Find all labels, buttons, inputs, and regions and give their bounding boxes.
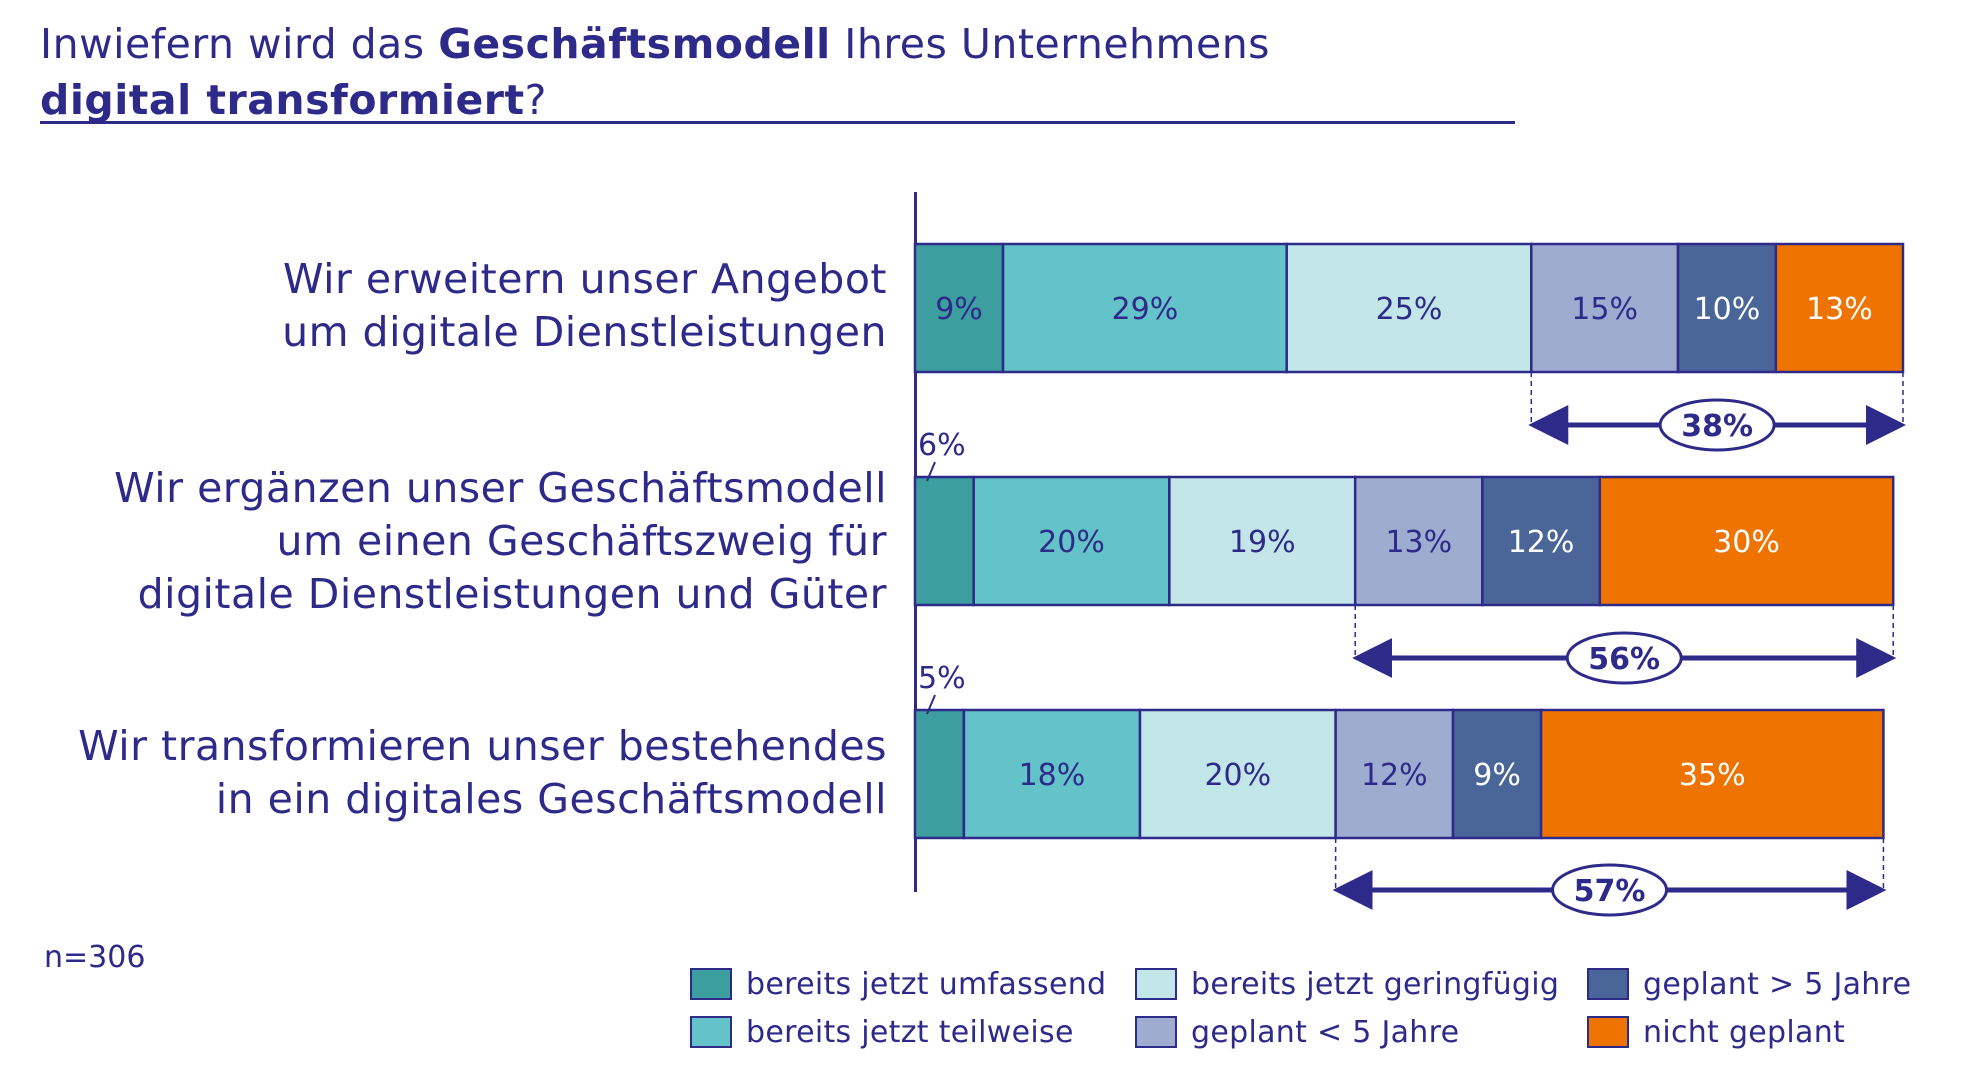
title-text-2-bold: Geschäftsmodell [438,20,831,68]
bar-segment [913,475,975,607]
bracket-total-label: 38% [1681,409,1753,444]
title-line-2: digital transformiert? [40,72,1270,128]
legend-label: geplant < 5 Jahre [1191,1014,1460,1050]
bar-segment [1530,242,1680,374]
bar-value-label: 18% [1019,758,1086,793]
legend-item: bereits jetzt teilweise [690,1014,1074,1050]
legend-swatch [690,1016,732,1048]
title-text-5: ? [524,76,547,124]
bar-segment [1168,475,1357,607]
bar-segment [962,708,1142,840]
row-label-line: Wir erweitern unser Angebot [282,255,887,303]
bar-segment [972,475,1171,607]
bar-value-label: 35% [1679,758,1746,793]
bar-value-label: 5% [918,661,966,696]
row-label-line: um digitale Dienstleistungen [282,308,887,356]
legend-swatch [1587,968,1629,1000]
bar-segment [1138,708,1337,840]
bar-segment [1481,475,1602,607]
row-label: Wir ergänzen unser Geschäftsmodell um ein… [7,462,887,621]
bar-value-label: 6% [918,428,966,463]
bar-value-label: 15% [1571,292,1638,327]
legend-swatch [1135,1016,1177,1048]
bar-value-label: 29% [1112,292,1179,327]
bar-value-label: 13% [1806,292,1873,327]
row-label-line: digitale Dienstleistungen und Güter [137,569,887,618]
bar-segment [913,708,966,840]
bar-segment [1001,242,1288,374]
bar-segment [1774,242,1905,374]
bar-value-label: 9% [935,292,983,327]
legend-item: geplant > 5 Jahre [1587,966,1911,1002]
title-text-1: Inwiefern wird das [40,20,439,68]
bracket-total-label: 56% [1588,642,1660,677]
bar-value-label: 25% [1376,292,1443,327]
bar-segment [1539,708,1885,840]
legend-item: nicht geplant [1587,1014,1845,1050]
legend-item: geplant < 5 Jahre [1135,1014,1459,1050]
legend-label: bereits jetzt umfassend [746,966,1107,1002]
bracket-total-oval [1658,398,1776,452]
title-underline [40,121,1515,124]
row-label-line: Wir ergänzen unser Geschäftsmodell [114,463,887,512]
legend-swatch [690,968,732,1000]
bar-value-label: 12% [1508,525,1575,560]
bracket-total-oval [1565,631,1683,685]
bar-value-label: 20% [1204,758,1271,793]
legend-label: bereits jetzt geringfügig [1191,966,1560,1002]
legend-swatch [1135,968,1177,1000]
bar-segment [1334,708,1455,840]
bar-value-label: 20% [1038,525,1105,560]
legend-item: bereits jetzt geringfügig [1135,966,1559,1002]
chart-title: Inwiefern wird das Geschäftsmodell Ihres… [40,16,1270,128]
row-label-line: Wir transformieren unser bestehendes [78,722,887,770]
bar-value-label: 9% [1473,758,1521,793]
title-text-4-bold: digital transformiert [40,76,525,124]
legend-item: bereits jetzt umfassend [690,966,1106,1002]
legend-label: nicht geplant [1643,1014,1846,1050]
bar-value-leader [926,694,936,715]
bar-value-label: 13% [1385,525,1452,560]
bar-value-label: 30% [1713,525,1780,560]
bracket-total-label: 57% [1574,874,1646,909]
sample-size-note: n=306 [44,940,146,975]
bar-value-leader [926,461,936,482]
bar-value-label: 10% [1694,292,1761,327]
legend-label: geplant > 5 Jahre [1643,966,1912,1002]
bracket-total-oval [1551,863,1669,917]
row-label: Wir transformieren unser bestehendes in e… [7,720,887,826]
bar-value-label: 19% [1229,525,1296,560]
title-text-3: Ihres Unternehmens [830,20,1271,68]
bar-segment [1598,475,1895,607]
row-label-line: um einen Geschäftszweig für [276,516,887,565]
bar-value-label: 12% [1361,758,1428,793]
row-label: Wir erweitern unser Angebot um digitale D… [7,253,887,359]
bar-segment [1353,475,1484,607]
legend-swatch [1587,1016,1629,1048]
chart-legend: bereits jetzt umfassend bereits jetzt ger… [690,966,1960,1066]
legend-label: bereits jetzt teilweise [746,1014,1074,1050]
title-line-1: Inwiefern wird das Geschäftsmodell Ihres… [40,16,1270,72]
row-label-line: in ein digitales Geschäftsmodell [215,775,887,823]
